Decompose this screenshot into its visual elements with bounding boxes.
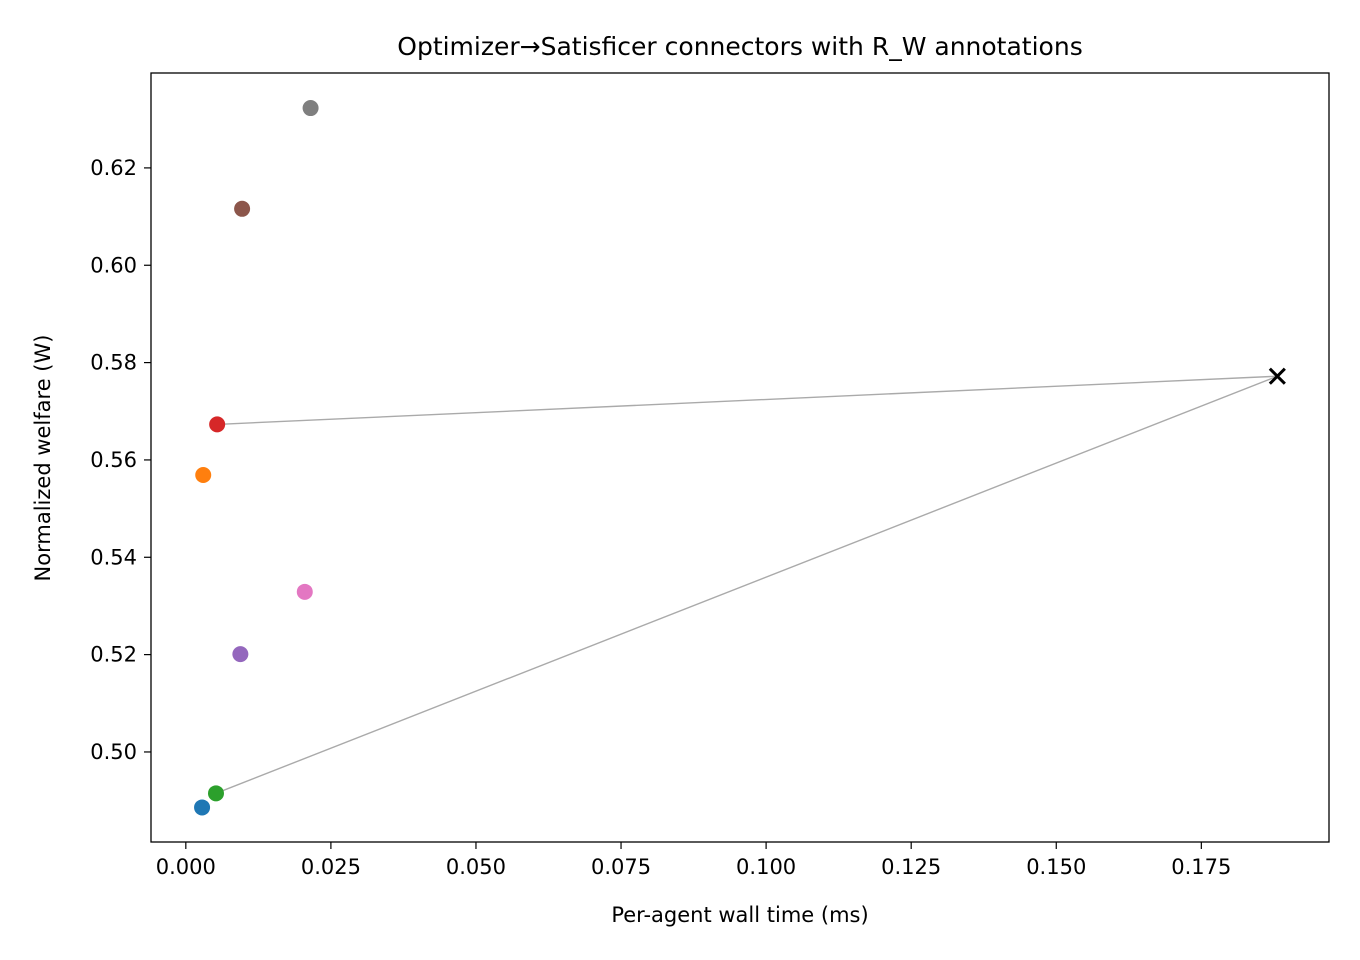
y-tick-label: 0.60: [90, 253, 137, 277]
connector-line: [215, 375, 1278, 794]
data-point: [232, 646, 249, 663]
data-point: [234, 200, 251, 217]
data-point: [209, 416, 226, 433]
data-point: [296, 583, 313, 600]
x-tick-label: 0.050: [446, 855, 506, 879]
data-point: [195, 467, 212, 484]
y-tick-label: 0.58: [90, 351, 137, 375]
connector-line: [217, 375, 1278, 426]
x-tick-label: 0.025: [301, 855, 361, 879]
chart-title: Optimizer→Satisficer connectors with R_W…: [397, 32, 1082, 61]
x-tick-label: 0.075: [591, 855, 651, 879]
data-point: [207, 785, 224, 802]
x-tick-label: 0.175: [1171, 855, 1231, 879]
x-tick-label: 0.125: [881, 855, 941, 879]
y-tick-label: 0.50: [90, 740, 137, 764]
y-axis-title: Normalized welfare (W): [31, 335, 55, 582]
data-point: [302, 100, 319, 117]
plot-area-frame: [150, 72, 1330, 843]
y-tick-label: 0.52: [90, 643, 137, 667]
data-points: [194, 100, 1286, 816]
x-axis-title: Per-agent wall time (ms): [611, 903, 868, 927]
x-tick-label: 0.150: [1026, 855, 1086, 879]
x-tick-label: 0.100: [736, 855, 796, 879]
axis-ticks: 0.000 0.025 0.050 0.075 0.100 0.125 0.150 0.175…: [90, 156, 1231, 879]
y-tick-label: 0.62: [90, 156, 137, 180]
optimizer-x-marker: [1268, 367, 1286, 385]
x-marker-stroke: [1268, 367, 1286, 385]
y-tick-label: 0.54: [90, 545, 137, 569]
data-point: [194, 799, 211, 816]
y-tick-label: 0.56: [90, 448, 137, 472]
connector-lines: [215, 375, 1278, 794]
x-tick-label: 0.000: [156, 855, 216, 879]
